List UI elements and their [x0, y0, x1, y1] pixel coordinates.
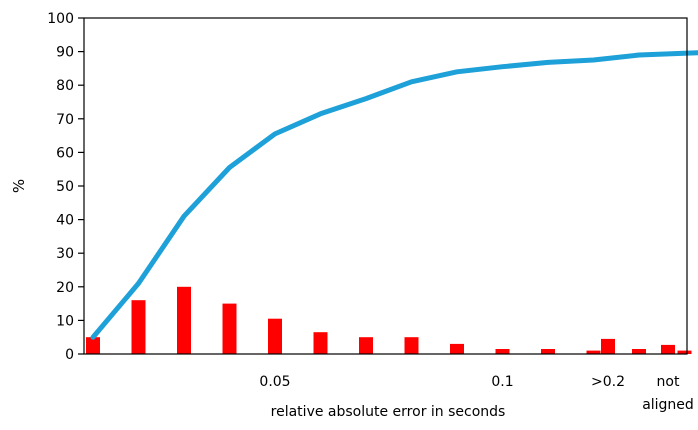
bar [661, 344, 675, 354]
axis-layer: 01020304050607080901000.050.10.150.2>0.2… [47, 11, 694, 413]
bar [177, 286, 191, 354]
bar [86, 337, 100, 354]
bar [586, 350, 601, 354]
x-tick-label: >0.2 [591, 374, 625, 390]
y-tick-label: 90 [56, 45, 74, 61]
bar [541, 349, 555, 354]
bar [632, 349, 646, 354]
bars-layer [86, 286, 692, 354]
label-layer: % relative absolute error in seconds [10, 179, 505, 420]
bar [313, 332, 328, 354]
x-tick-label: 0.1 [491, 374, 513, 390]
bar [450, 343, 464, 354]
y-tick-label: 80 [56, 78, 74, 94]
line-layer [90, 50, 698, 340]
x-tick-label: 0.05 [259, 374, 290, 390]
bar [495, 349, 510, 354]
y-axis-label: % [10, 179, 28, 193]
bar [268, 318, 282, 354]
y-tick-label: 0 [65, 347, 74, 363]
x-axis-label: relative absolute error in seconds [271, 404, 506, 420]
y-tick-label: 60 [56, 145, 74, 161]
y-tick-label: 40 [56, 213, 74, 229]
y-tick-label: 50 [56, 179, 74, 195]
y-tick-label: 20 [56, 280, 74, 296]
y-tick-label: 30 [56, 246, 74, 262]
y-tick-label: 100 [47, 11, 74, 27]
bar [404, 337, 419, 354]
y-tick-label: 70 [56, 112, 74, 128]
y-tick-label: 10 [56, 313, 74, 329]
bar [601, 338, 615, 354]
x-tick-label: not [657, 374, 680, 390]
plot-frame [83, 17, 688, 355]
x-tick-label: aligned [642, 397, 694, 413]
bar [359, 337, 373, 354]
bar [677, 350, 692, 354]
bar [131, 300, 146, 354]
cumulative-line [90, 50, 698, 340]
bar [222, 303, 237, 354]
